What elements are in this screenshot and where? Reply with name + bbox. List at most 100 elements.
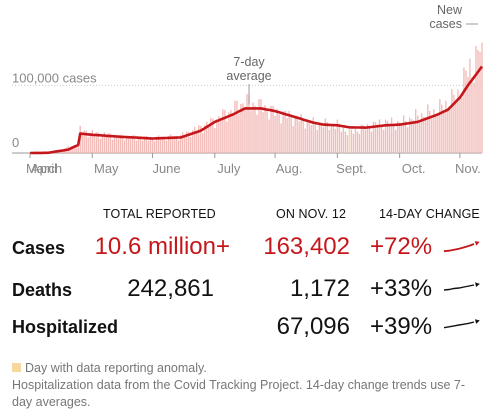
deaths-on-day: 1,172: [289, 275, 350, 302]
daily-bar: [425, 117, 427, 153]
daily-bar: [304, 128, 306, 153]
daily-bar: [91, 129, 93, 153]
daily-bar: [103, 132, 106, 153]
daily-bar: [93, 134, 95, 153]
hospitalized-on-day: 67,096: [276, 313, 350, 340]
daily-bar: [408, 117, 411, 153]
daily-bar: [248, 95, 250, 153]
daily-bar: [190, 137, 192, 153]
daily-bar: [282, 111, 284, 153]
daily-bar: [105, 136, 108, 153]
daily-bar: [447, 108, 449, 153]
daily-bar: [244, 110, 246, 153]
daily-bar: [326, 122, 329, 153]
x-label-nov: Nov.: [455, 161, 481, 176]
daily-bar: [435, 114, 437, 153]
daily-bar: [392, 124, 395, 153]
daily-bar: [368, 128, 371, 153]
daily-bar: [320, 123, 322, 153]
trend-line: [443, 321, 475, 329]
daily-bar: [415, 109, 417, 153]
daily-bar: [181, 132, 184, 153]
trend-arrowhead: [474, 319, 480, 324]
daily-bar: [302, 119, 304, 153]
daily-bar: [238, 113, 240, 153]
daily-bar: [406, 127, 409, 153]
daily-bar: [89, 132, 91, 153]
daily-bar: [149, 138, 152, 153]
daily-bar: [147, 140, 150, 153]
daily-bar: [386, 120, 389, 153]
daily-bar: [185, 131, 188, 153]
anomaly-legend: Day with data reporting anomaly.: [12, 360, 207, 377]
daily-bar: [220, 120, 222, 153]
daily-bar: [286, 118, 288, 153]
daily-bar: [427, 104, 429, 153]
daily-bar: [260, 99, 262, 153]
daily-bar: [77, 144, 79, 153]
daily-bar: [188, 131, 190, 153]
daily-bar: [216, 119, 218, 153]
daily-bar: [330, 123, 333, 153]
trend-line: [443, 284, 475, 291]
deaths-change: +33%: [370, 275, 433, 302]
daily-bar: [314, 121, 316, 153]
daily-bar: [228, 112, 230, 153]
daily-bar: [202, 132, 204, 153]
daily-bar: [109, 133, 112, 153]
daily-bar: [288, 110, 290, 153]
daily-bar: [459, 97, 461, 153]
daily-bar: [421, 113, 423, 153]
daily-bar: [358, 133, 361, 153]
source-note: Hospitalization data from the Covid Trac…: [12, 378, 466, 409]
daily-bar: [356, 131, 359, 153]
daily-bar: [344, 131, 347, 153]
daily-bar: [123, 140, 126, 153]
daily-bar: [262, 112, 264, 153]
trend-line: [443, 243, 475, 253]
daily-bar: [276, 108, 278, 153]
daily-bar: [85, 130, 87, 153]
daily-bar: [374, 122, 377, 153]
anomaly-legend-text: Day with data reporting anomaly.: [25, 361, 207, 375]
x-label-oct: Oct.: [402, 161, 426, 176]
daily-bar: [167, 135, 170, 153]
daily-bar: [378, 119, 381, 153]
x-label-may: May: [94, 161, 119, 176]
daily-bar: [400, 124, 403, 153]
daily-bar: [151, 138, 154, 153]
daily-bar: [360, 124, 363, 153]
daily-bar: [141, 140, 144, 153]
daily-bar: [95, 132, 97, 153]
y-label-0: 0: [12, 135, 19, 150]
daily-bar: [125, 137, 128, 153]
daily-bar: [177, 140, 180, 153]
daily-bar: [159, 139, 162, 153]
daily-bar: [200, 125, 202, 153]
daily-bar: [119, 134, 122, 153]
daily-bar: [431, 118, 433, 153]
daily-bar: [467, 77, 469, 153]
daily-bar: [388, 124, 391, 153]
daily-bar: [449, 109, 451, 153]
hospitalized-trend-arrow: [443, 319, 480, 329]
daily-bar: [155, 136, 158, 153]
daily-bar: [423, 116, 425, 153]
daily-bar: [437, 115, 439, 153]
daily-bar: [270, 105, 272, 153]
x-label-july: July: [217, 161, 241, 176]
daily-bar: [173, 135, 176, 153]
trend-arrowhead: [474, 241, 480, 246]
x-label-march: March: [26, 161, 62, 176]
daily-bar: [143, 136, 146, 153]
daily-bar: [471, 77, 473, 153]
daily-bar: [284, 110, 286, 153]
daily-bar: [433, 109, 435, 153]
hospitalized-change: +39%: [370, 313, 433, 340]
daily-bar: [396, 120, 399, 153]
daily-bar: [246, 93, 248, 153]
daily-bar: [410, 119, 413, 153]
annotation-new-cases: New cases: [429, 3, 463, 31]
daily-bar: [71, 146, 73, 153]
daily-bar: [208, 125, 210, 153]
